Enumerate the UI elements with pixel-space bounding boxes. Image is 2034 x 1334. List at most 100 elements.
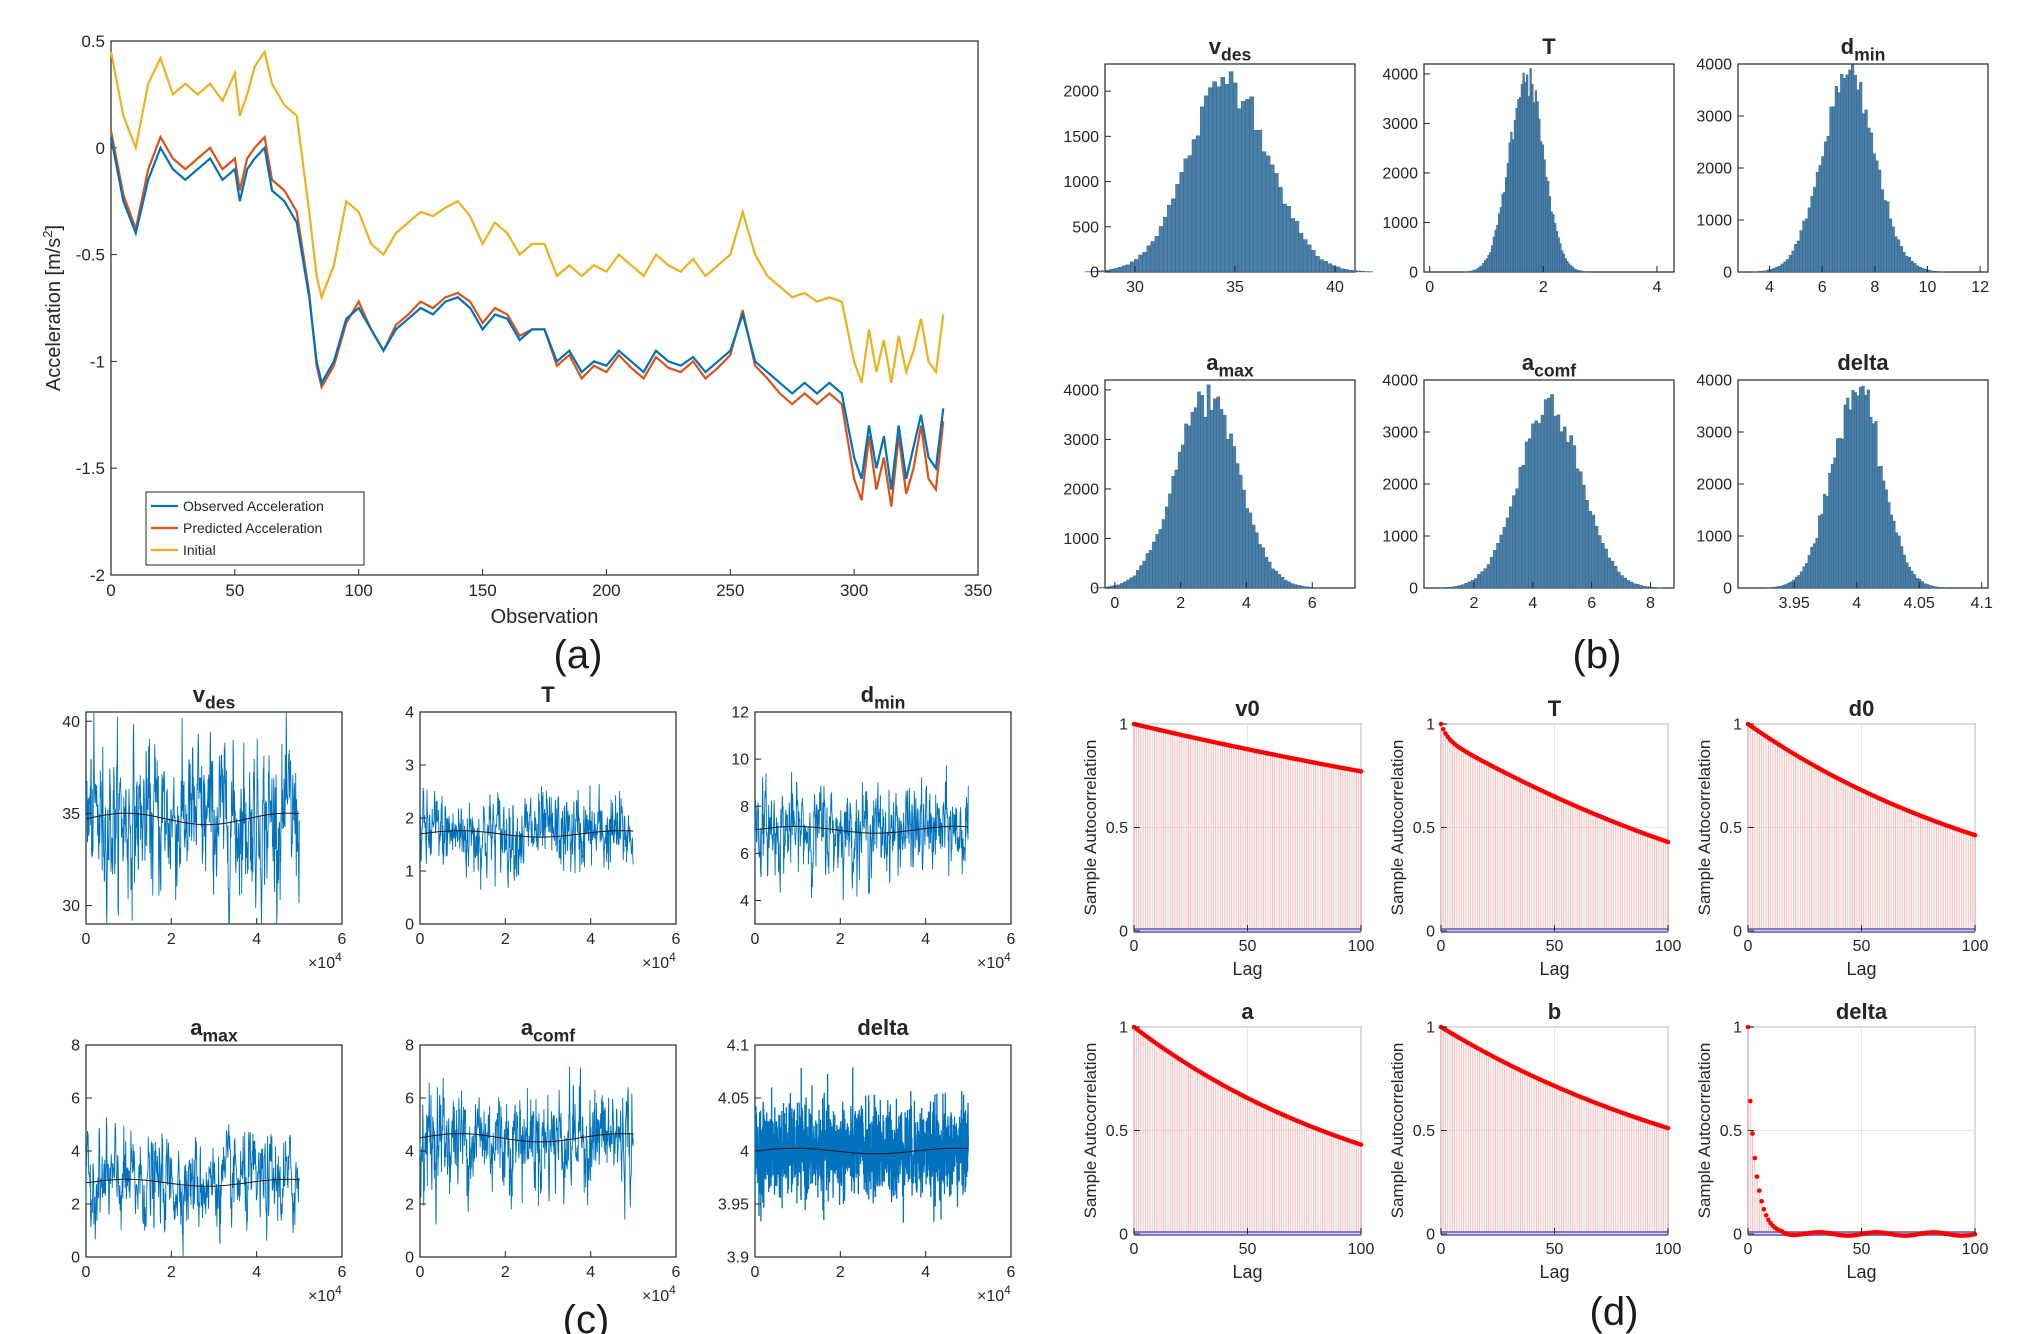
b3-hist-bar: [1264, 557, 1269, 589]
b5-hist-bar: [1802, 566, 1806, 589]
d3-xtick-label: 50: [1239, 1241, 1257, 1258]
c5-xtick-label: 4: [921, 1264, 930, 1281]
b3-hist-bar: [1119, 583, 1124, 589]
b4-hist-bar: [1636, 584, 1640, 589]
c4-ytick-label: 4: [405, 1144, 414, 1161]
b3-hist-bar: [1261, 547, 1266, 589]
panel-label-b: (b): [1573, 633, 1622, 677]
c3-axes-frame: [85, 1044, 343, 1258]
b0-hist-bar: [1265, 155, 1271, 273]
b5-xtick-label: 3.95: [1779, 595, 1810, 612]
b1-hist-bar: [1517, 99, 1520, 273]
d3-ytick-label: 1: [1119, 1020, 1128, 1037]
b1-hist-bar: [1473, 269, 1476, 273]
b5-hist-bar: [1838, 437, 1842, 589]
c5-mean-line: [754, 1147, 969, 1155]
a-legend-label-0: Observed Acceleration: [183, 498, 324, 514]
b1-hist-bar: [1543, 159, 1546, 273]
b1-hist-bar: [1494, 229, 1497, 273]
b0-hist-bar: [1360, 271, 1365, 273]
b4-hist-bar: [1464, 582, 1469, 589]
b4-hist-bar: [1562, 426, 1567, 589]
d4-xtick-label: 50: [1546, 1241, 1564, 1258]
b0-hist-bar: [1171, 198, 1176, 273]
a-series-line-2: [109, 48, 945, 384]
b3-hist-bar: [1164, 506, 1169, 589]
c2-trace-line: [754, 765, 969, 901]
b5-ytick-label: 1000: [1696, 529, 1732, 546]
a-ylabel: Acceleration [m/s2]: [40, 225, 65, 391]
c0-xtick-label: 2: [167, 931, 176, 948]
b2-hist-bar: [1861, 113, 1865, 273]
b4-hist-bar: [1474, 578, 1478, 589]
b0-hist-bar: [1319, 259, 1324, 273]
b5-title: delta: [1837, 350, 1889, 375]
b2-hist-bar: [1794, 244, 1798, 273]
c3-xtick-label: 4: [252, 1264, 261, 1281]
b0-hist-bar: [1249, 96, 1254, 273]
b2-ytick-label: 3000: [1696, 109, 1732, 126]
b1-hist-bar: [1466, 271, 1469, 273]
b1-hist-bar: [1573, 268, 1576, 273]
b1-hist-bar: [1489, 252, 1492, 273]
b4-hist-bar: [1556, 414, 1561, 589]
d1-ytick-label: 0: [1426, 924, 1435, 941]
c3-ytick-label: 8: [71, 1038, 80, 1055]
panel-labels: (a) (b) (c) (d): [554, 633, 1639, 1334]
b1-hist-bar: [1506, 163, 1509, 273]
b5-hist-bar: [1794, 576, 1798, 589]
b0-hist-bar: [1261, 151, 1267, 273]
b1-hist-bar: [1483, 260, 1487, 273]
b1-ytick-label: 4000: [1382, 67, 1418, 84]
b4-hist-bar: [1531, 423, 1535, 589]
b5-hist-bar: [1925, 584, 1929, 589]
b3-hist-bar: [1203, 417, 1208, 589]
d2-ylabel: Sample Autocorrelation: [1695, 740, 1714, 916]
b4-hist-bar: [1566, 442, 1570, 589]
b3-hist-bar: [1187, 425, 1192, 589]
c2-ytick-label: 6: [740, 846, 749, 863]
b4-hist-bar: [1575, 468, 1580, 589]
b3-hist-bar: [1139, 565, 1143, 589]
b4-hist-bar: [1632, 583, 1637, 589]
b1-hist-bar: [1499, 207, 1502, 273]
panel-a-line-chart: 0 50 100 150 200 250 300 350 -2 -1.5 -1 -0.5 0 0.5 Obs…: [40, 32, 992, 628]
b1-ytick-label: 1000: [1382, 215, 1418, 232]
d3-xtick-label: 0: [1130, 1241, 1139, 1258]
b5-hist-bar: [1815, 538, 1819, 589]
d2-xtick-label: 50: [1853, 938, 1871, 955]
b1-hist-bar: [1492, 236, 1495, 273]
b2-hist-bar: [1929, 270, 1933, 273]
b0-ytick-label: 2000: [1063, 84, 1099, 101]
b5-hist-bar: [1869, 416, 1873, 589]
b4-hist-bar: [1597, 535, 1602, 589]
b5-hist-bar: [1928, 585, 1932, 589]
b4-hist-bar: [1537, 423, 1542, 589]
c0-ytick-label: 40: [62, 714, 80, 731]
d5-acf-point: [1757, 1188, 1762, 1193]
b1-hist-bar: [1520, 83, 1523, 273]
a-ytick-label: -2: [90, 566, 105, 585]
c0-xtick-label: 6: [338, 931, 347, 948]
b1-hist-bar: [1564, 258, 1567, 273]
d0-xtick-label: 100: [1348, 938, 1375, 955]
b0-hist-bar: [1146, 245, 1152, 273]
b5-hist-bar: [1907, 566, 1911, 589]
c1-ytick-label: 1: [405, 864, 414, 881]
b4-hist-bar: [1528, 438, 1532, 589]
b2-hist-bar: [1791, 250, 1795, 273]
b2-hist-bar: [1845, 74, 1849, 273]
c5-ytick-label: 3.95: [718, 1197, 749, 1214]
b3-hist-bar: [1235, 463, 1240, 589]
b3-hist-bar: [1245, 508, 1249, 589]
b3-hist-bar: [1267, 561, 1272, 589]
c2-title: dmin: [861, 682, 906, 713]
b2-hist-bar: [1883, 200, 1887, 273]
b2-hist-bar: [1878, 169, 1882, 273]
d5-acf-point: [1766, 1217, 1771, 1223]
b5-hist-bar: [1771, 587, 1775, 589]
c1-ytick-label: 0: [405, 917, 414, 934]
b0-hist-bar: [1199, 106, 1205, 273]
b1-hist-bar: [1512, 139, 1515, 273]
